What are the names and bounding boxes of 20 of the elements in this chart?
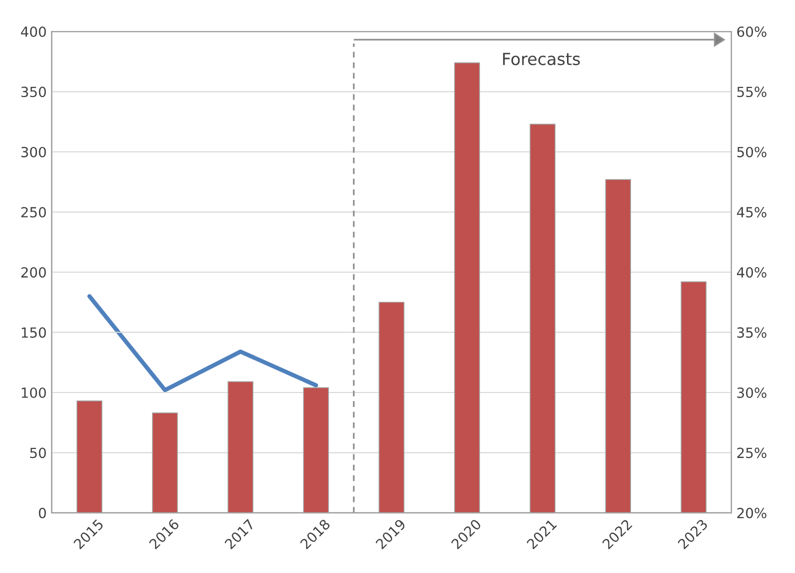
y-tick-label: 400 — [20, 26, 46, 37]
line-series — [87, 294, 318, 392]
y2-tick-label: 30% — [737, 387, 766, 398]
y2-tick-label: 25% — [737, 448, 766, 458]
y2-tick-label: 55% — [737, 86, 766, 98]
y2-tick-label: 45% — [736, 206, 766, 218]
y-tick-label: 50 — [30, 448, 46, 458]
y2-tick-label: 35% — [737, 327, 766, 338]
y-tick-label: 100 — [22, 387, 46, 398]
y-tick-label: 250 — [21, 206, 46, 218]
y-tick-label: 300 — [21, 146, 46, 158]
annotation: Forecasts — [503, 52, 580, 66]
y-tick-label: 150 — [22, 327, 46, 338]
y2-tick-label: 50% — [737, 146, 766, 158]
y2-tick-label: 60% — [737, 26, 766, 37]
y2-tick-label: 20% — [737, 508, 766, 518]
y-tick-label: 0 — [38, 508, 46, 518]
y-tick-label: 350 — [21, 86, 46, 98]
y-tick-label: 200 — [21, 267, 46, 278]
y2-tick-label: 40% — [736, 267, 766, 278]
